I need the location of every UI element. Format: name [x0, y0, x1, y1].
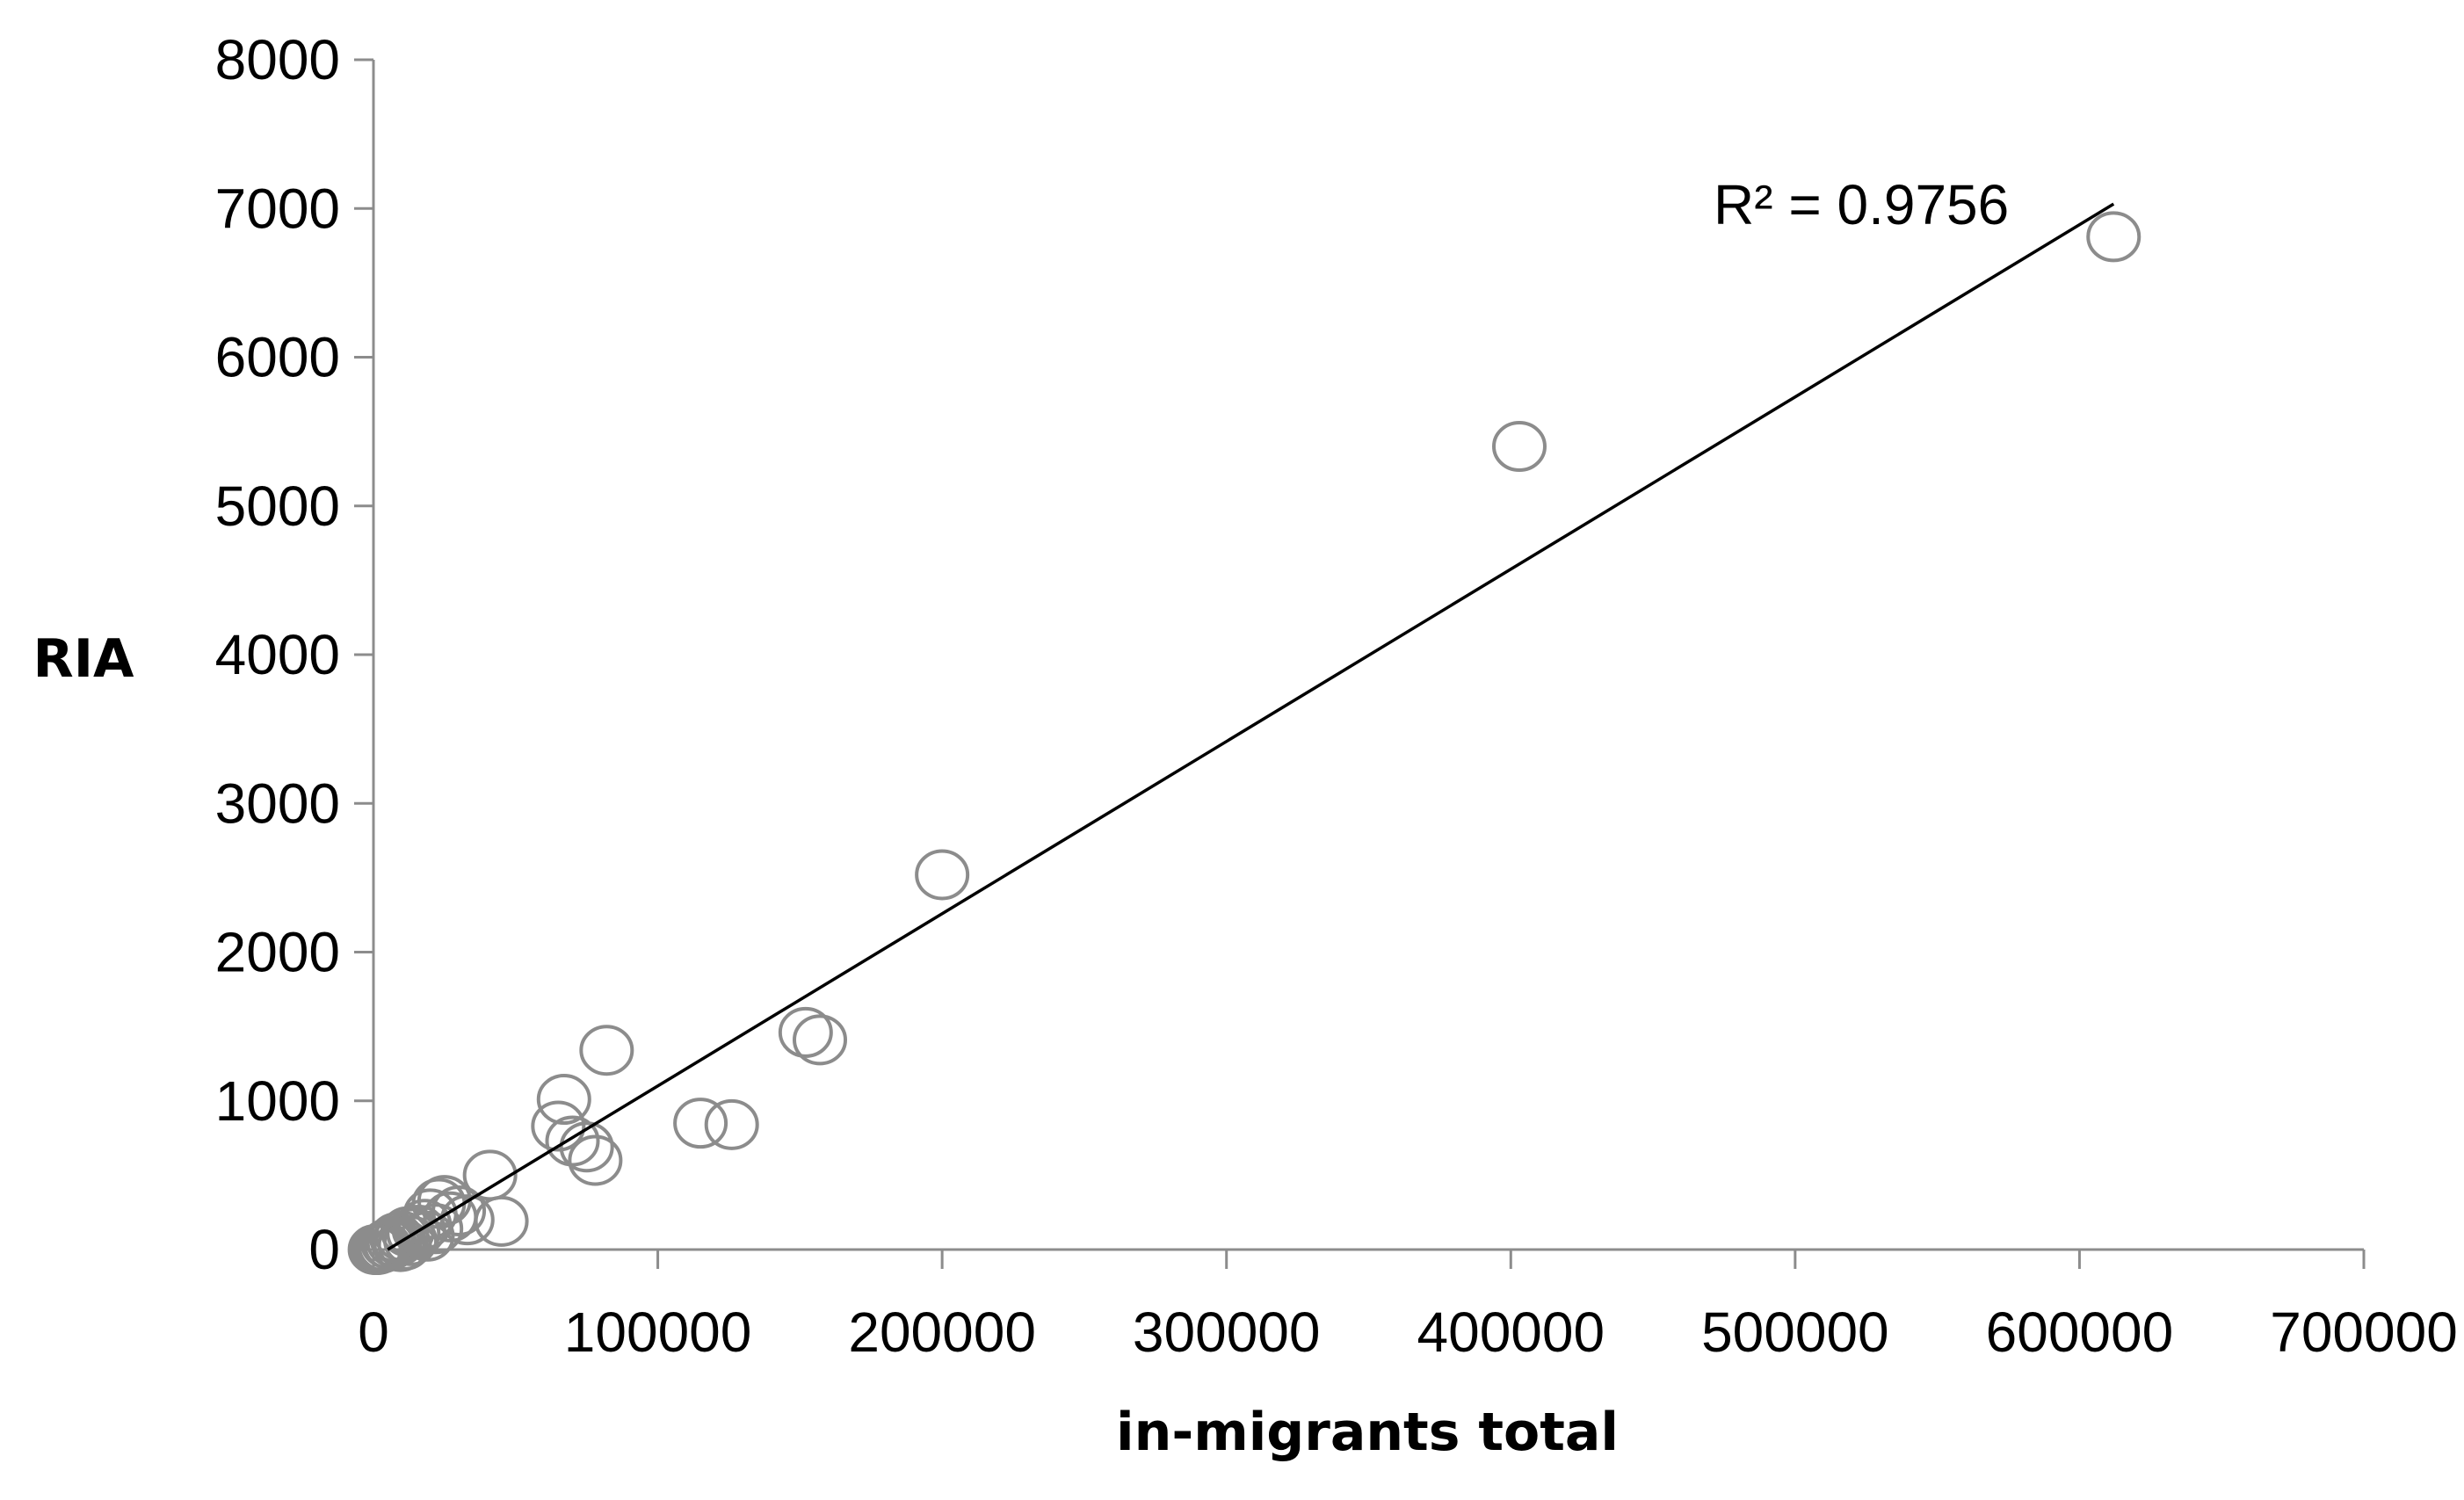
- x-tick-label: 600000: [1986, 1301, 2174, 1364]
- y-tick-label: 2000: [215, 921, 340, 984]
- data-point: [347, 1224, 402, 1275]
- data-point: [2086, 211, 2142, 263]
- x-tick-label: 100000: [564, 1301, 752, 1364]
- data-point: [778, 1006, 833, 1058]
- data-point: [673, 1098, 728, 1149]
- data-point: [793, 1014, 848, 1066]
- data-point: [915, 849, 970, 901]
- x-tick-label: 400000: [1417, 1301, 1605, 1364]
- y-axis-title: RIA: [33, 628, 135, 690]
- y-tick-label: 1000: [215, 1069, 340, 1133]
- data-point: [579, 1025, 634, 1076]
- data-point: [568, 1134, 623, 1186]
- x-axis-title: in-migrants total: [1116, 1402, 1619, 1463]
- y-tick-label: 8000: [215, 28, 340, 91]
- data-point: [383, 1214, 438, 1266]
- data-point: [704, 1098, 759, 1150]
- y-tick-label: 3000: [215, 772, 340, 835]
- y-tick-label: 0: [308, 1218, 340, 1281]
- data-point: [559, 1121, 614, 1173]
- data-point: [536, 1074, 591, 1126]
- trendline-group: [387, 202, 2115, 1251]
- y-tick-label: 7000: [215, 177, 340, 240]
- r-squared-annotation: R² = 0.9756: [1714, 173, 2009, 236]
- y-tick-label: 6000: [215, 326, 340, 389]
- trendline: [387, 202, 2115, 1251]
- x-tick-label: 700000: [2270, 1301, 2458, 1364]
- x-tick-label: 0: [358, 1301, 389, 1364]
- data-point: [409, 1203, 464, 1255]
- x-tick-label: 200000: [848, 1301, 1036, 1364]
- data-point: [1491, 421, 1547, 473]
- y-tick-label: 5000: [215, 475, 340, 538]
- y-tick-label: 4000: [215, 623, 340, 686]
- x-tick-label: 500000: [1701, 1301, 1889, 1364]
- data-point: [373, 1221, 428, 1272]
- data-points: [347, 211, 2142, 1275]
- x-tick-label: 300000: [1133, 1301, 1321, 1364]
- axes: 0 1000 2000 3000 4000 5000 6000 7000 8000 0 100000…: [215, 28, 2458, 1364]
- data-point: [531, 1100, 586, 1152]
- data-point: [423, 1191, 478, 1243]
